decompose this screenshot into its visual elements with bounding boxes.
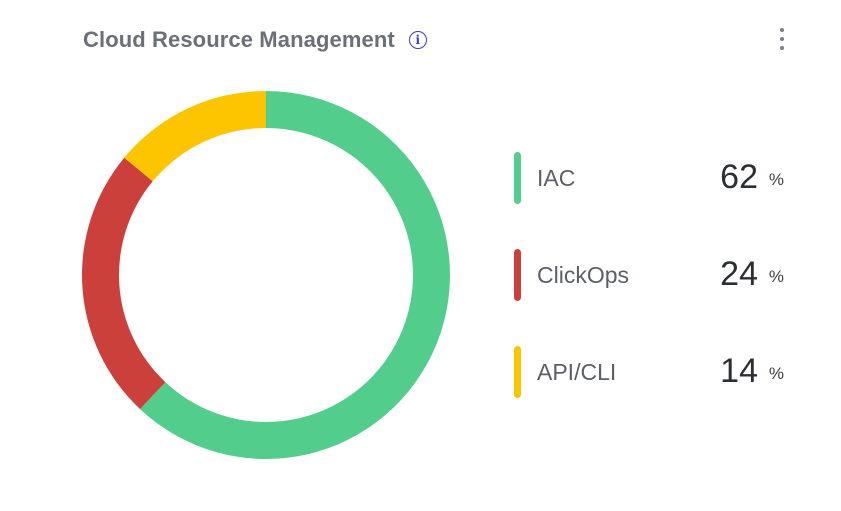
legend-unit: % [768, 267, 784, 286]
legend-swatch [514, 249, 521, 301]
info-icon[interactable]: i [408, 31, 427, 49]
card-title: Cloud Resource Management [83, 27, 395, 52]
donut-slice-api-cli[interactable] [124, 91, 267, 182]
legend-swatch [514, 152, 521, 204]
legend-label: API/CLI [537, 359, 617, 385]
legend-item-iac[interactable]: IAC 62% [514, 150, 794, 204]
legend-label: ClickOps [537, 262, 630, 288]
legend-value: 62 [720, 158, 758, 196]
legend-label: IAC [537, 165, 576, 191]
donut-slice-clickops[interactable] [81, 157, 166, 410]
legend-value: 24 [720, 255, 758, 293]
legend-swatch [514, 346, 521, 398]
legend-item-clickops[interactable]: ClickOps 24% [514, 247, 794, 301]
legend-unit: % [768, 170, 784, 189]
kebab-menu-icon[interactable] [776, 28, 788, 50]
legend-unit: % [768, 364, 784, 383]
legend-item-api-cli[interactable]: API/CLI 14% [514, 344, 794, 398]
chart-legend: IAC 62% ClickOps 24% API/CLI 14% [514, 150, 794, 441]
donut-slice-iac[interactable] [140, 91, 451, 459]
card-header: Cloud Resource Management i [83, 24, 427, 56]
legend-value: 14 [720, 352, 758, 390]
